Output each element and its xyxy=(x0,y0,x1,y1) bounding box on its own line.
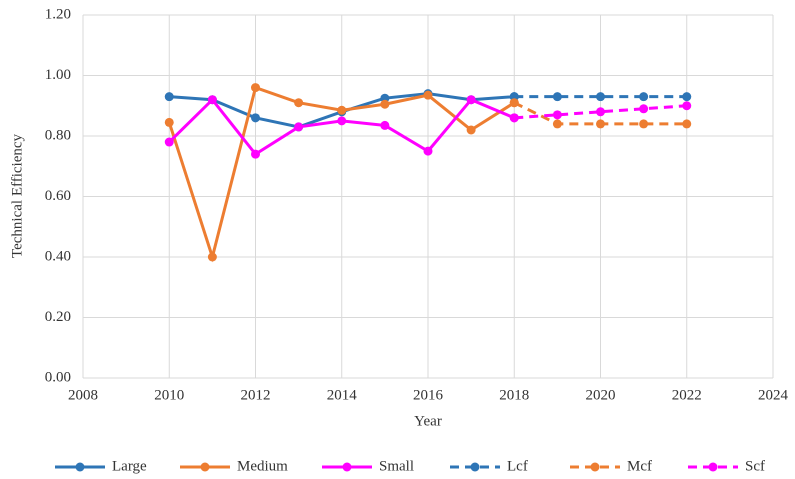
x-tick-label: 2024 xyxy=(758,387,789,403)
y-tick-label: 0.00 xyxy=(45,369,71,385)
data-point xyxy=(466,95,476,105)
data-point xyxy=(164,92,174,102)
x-axis-label: Year xyxy=(414,413,442,429)
legend-marker xyxy=(590,462,600,472)
data-point xyxy=(682,101,692,111)
legend-label: Medium xyxy=(237,458,288,474)
y-tick-label: 0.80 xyxy=(45,127,71,143)
data-point xyxy=(251,113,260,123)
legend-label: Small xyxy=(379,458,414,474)
data-point xyxy=(509,113,519,123)
data-point xyxy=(423,146,433,156)
y-tick-label: 1.20 xyxy=(45,6,71,22)
data-point xyxy=(682,119,692,129)
data-point xyxy=(596,92,605,102)
y-axis-label: Technical Efficiency xyxy=(9,133,25,258)
legend-label: Lcf xyxy=(507,458,528,474)
data-point xyxy=(639,104,649,114)
data-point xyxy=(251,149,260,159)
data-point xyxy=(639,92,649,102)
data-point xyxy=(164,117,174,127)
legend-label: Large xyxy=(112,458,147,474)
y-tick-label: 0.20 xyxy=(45,309,71,325)
data-point xyxy=(337,116,347,126)
data-point xyxy=(294,98,304,108)
data-point xyxy=(380,99,390,109)
x-tick-label: 2020 xyxy=(586,387,616,403)
data-point xyxy=(639,119,649,129)
x-tick-label: 2016 xyxy=(413,387,444,403)
data-point xyxy=(294,122,304,132)
data-point xyxy=(682,92,692,102)
data-point xyxy=(552,92,562,102)
legend-marker xyxy=(708,462,718,472)
data-point xyxy=(251,83,260,93)
data-point xyxy=(337,105,347,115)
x-tick-label: 2018 xyxy=(499,387,529,403)
data-point xyxy=(423,90,433,100)
x-tick-label: 2012 xyxy=(241,387,271,403)
y-tick-label: 0.60 xyxy=(45,188,71,204)
x-tick-label: 2008 xyxy=(68,387,98,403)
legend-marker xyxy=(342,462,352,472)
x-tick-label: 2022 xyxy=(672,387,702,403)
legend-marker xyxy=(200,462,210,472)
legend-marker xyxy=(75,462,85,472)
legend-label: Mcf xyxy=(627,458,652,474)
data-point xyxy=(207,95,217,105)
x-tick-label: 2014 xyxy=(327,387,358,403)
data-point xyxy=(596,107,605,117)
y-tick-label: 0.40 xyxy=(45,248,71,264)
data-point xyxy=(164,137,174,147)
x-tick-label: 2010 xyxy=(154,387,184,403)
data-point xyxy=(552,119,562,129)
data-point xyxy=(509,98,519,108)
data-point xyxy=(466,125,476,135)
data-point xyxy=(552,110,562,120)
data-point xyxy=(380,120,390,130)
legend-marker xyxy=(470,462,480,472)
data-point xyxy=(207,252,217,262)
legend-label: Scf xyxy=(745,458,765,474)
y-tick-label: 1.00 xyxy=(45,67,71,83)
data-point xyxy=(596,119,605,129)
